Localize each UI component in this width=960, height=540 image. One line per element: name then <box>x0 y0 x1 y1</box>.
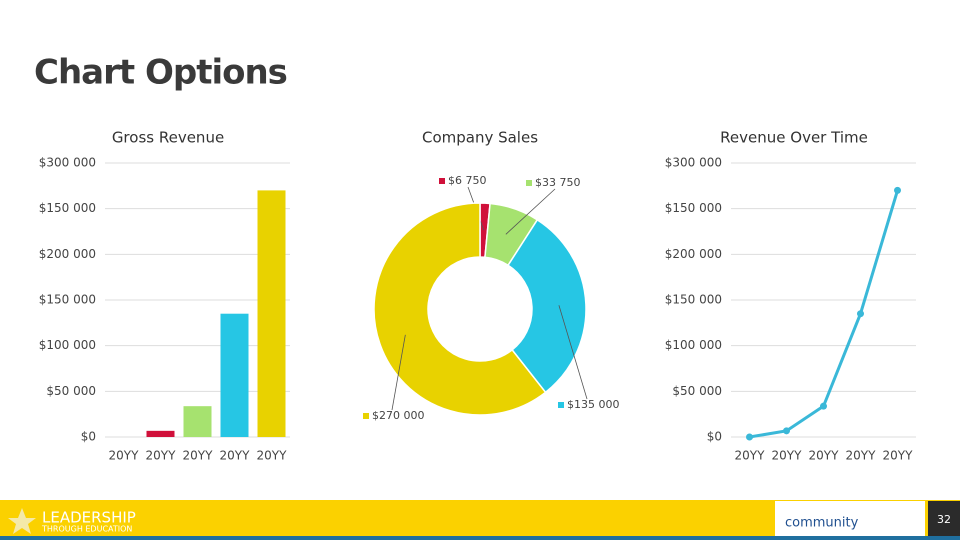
footer-brand: LEADERSHIP <box>42 509 136 527</box>
y-tick-label: $0 <box>81 430 96 444</box>
label-key <box>558 402 564 408</box>
slice <box>507 218 587 394</box>
data-label: $135 000 <box>567 398 620 411</box>
x-tick-label: 20YY <box>883 449 914 463</box>
footer-line <box>0 536 960 540</box>
bar <box>146 430 175 437</box>
y-tick-label: $200 000 <box>665 247 722 261</box>
y-tick-label: $50 000 <box>672 384 722 398</box>
y-tick-label: $300 000 <box>665 156 722 170</box>
page-box <box>928 501 960 536</box>
x-tick-label: 20YY <box>220 449 251 463</box>
label-key <box>363 413 369 419</box>
chart-title: Company Sales <box>422 129 538 147</box>
marker <box>783 427 790 435</box>
x-tick-label: 20YY <box>257 449 288 463</box>
marker <box>820 402 827 410</box>
data-label: $270 000 <box>372 409 425 422</box>
x-tick-label: 20YY <box>109 449 140 463</box>
x-tick-label: 20YY <box>735 449 766 463</box>
y-tick-label: $100 000 <box>665 338 722 352</box>
bar <box>183 406 212 437</box>
page-number: 32 <box>937 513 951 526</box>
x-tick-label: 20YY <box>146 449 177 463</box>
marker <box>746 433 753 441</box>
x-tick-label: 20YY <box>809 449 840 463</box>
chart-title: Gross Revenue <box>112 129 224 147</box>
data-label: $33 750 <box>535 176 581 189</box>
leader-line <box>391 334 406 411</box>
partner-logo: community <box>785 516 859 531</box>
data-label: $6 750 <box>448 174 487 187</box>
marker <box>894 186 901 194</box>
leader-line <box>505 188 556 235</box>
x-tick-label: 20YY <box>183 449 214 463</box>
chart-title: Revenue Over Time <box>720 129 868 147</box>
y-tick-label: $300 000 <box>39 156 96 170</box>
y-tick-label: $0 <box>707 430 722 444</box>
slice <box>373 202 547 416</box>
label-key <box>439 178 445 184</box>
slide-title: Chart Options <box>34 53 287 93</box>
bar <box>257 190 286 437</box>
x-tick-label: 20YY <box>772 449 803 463</box>
y-tick-label: $150 000 <box>39 293 96 307</box>
y-tick-label: $150 000 <box>39 201 96 215</box>
star-logo <box>8 508 36 534</box>
marker <box>857 310 864 318</box>
leader-line <box>558 305 588 400</box>
bar <box>220 313 249 437</box>
y-tick-label: $200 000 <box>39 247 96 261</box>
y-tick-label: $100 000 <box>39 338 96 352</box>
footer-tagline: THROUGH EDUCATION <box>41 525 132 534</box>
y-tick-label: $50 000 <box>46 384 96 398</box>
y-tick-label: $150 000 <box>665 293 722 307</box>
label-key <box>526 180 532 186</box>
partner-box <box>775 501 925 536</box>
y-tick-label: $150 000 <box>665 201 722 215</box>
x-tick-label: 20YY <box>846 449 877 463</box>
